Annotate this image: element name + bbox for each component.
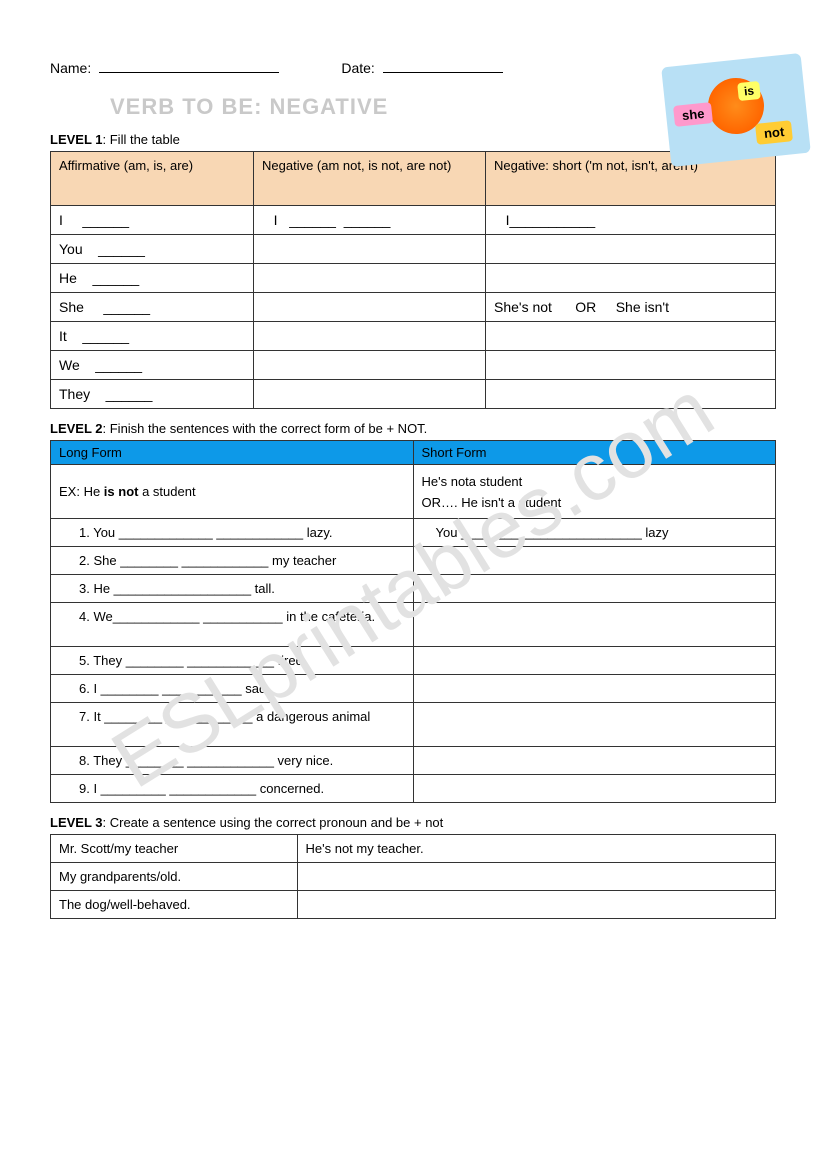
table-row: 8. They ________ ____________ very nice. [51,747,776,775]
table-cell[interactable]: I ______ ______ [254,206,486,235]
table-row: 5. They ________ ____________ tired [51,647,776,675]
answer-cell[interactable] [297,891,776,919]
sentence-cell-left[interactable]: 7. It ________ ____________ a dangerous … [51,703,414,747]
level1-table: Affirmative (am, is, are) Negative (am n… [50,151,776,409]
name-label: Name: [50,60,91,76]
table-row: I ______ I ______ ______ I___________ [51,206,776,235]
sentence-cell-left[interactable]: 4. We____________ ___________ in the caf… [51,603,414,647]
sentence-cell-right[interactable] [413,647,776,675]
table-cell[interactable] [486,264,776,293]
sentence-cell-right[interactable] [413,703,776,747]
date-blank[interactable] [383,72,503,73]
answer-cell[interactable]: He's not my teacher. [297,835,776,863]
badge-is: is [737,81,761,101]
prompt-cell: Mr. Scott/my teacher [51,835,298,863]
table-row: You ______ [51,235,776,264]
table-cell[interactable]: He ______ [51,264,254,293]
table-row: 7. It ________ ____________ a dangerous … [51,703,776,747]
table-row: We ______ [51,351,776,380]
sentence-cell-right[interactable] [413,675,776,703]
col-header-negative: Negative (am not, is not, are not) [254,152,486,206]
table-row: He ______ [51,264,776,293]
table-row: The dog/well-behaved. [51,891,776,919]
table-cell[interactable]: I ______ [51,206,254,235]
sentence-cell-left[interactable]: 3. He ___________________ tall. [51,575,414,603]
example-right: He's nota student OR…. He isn't a studen… [413,465,776,519]
sentence-cell-left[interactable]: 6. I ________ ___________ sad [51,675,414,703]
table-cell[interactable] [254,264,486,293]
level2-label: LEVEL 2: Finish the sentences with the c… [50,421,776,436]
table-cell[interactable] [486,322,776,351]
table-cell[interactable] [486,235,776,264]
example-left: EX: He is not a student [51,465,414,519]
sentence-cell-right[interactable] [413,603,776,647]
table-cell[interactable] [254,351,486,380]
sentence-cell-right[interactable] [413,775,776,803]
table-cell[interactable]: We ______ [51,351,254,380]
table-row: 9. I _________ ____________ concerned. [51,775,776,803]
prompt-cell: My grandparents/old. [51,863,298,891]
sentence-cell-left[interactable]: 8. They ________ ____________ very nice. [51,747,414,775]
table-row: 2. She ________ ____________ my teacher [51,547,776,575]
table-cell[interactable]: They ______ [51,380,254,409]
prompt-cell: The dog/well-behaved. [51,891,298,919]
col-header-short-form: Short Form [413,441,776,465]
table-header-row: Long Form Short Form [51,441,776,465]
level3-table: Mr. Scott/my teacherHe's not my teacher.… [50,834,776,919]
table-cell[interactable]: You ______ [51,235,254,264]
table-cell[interactable]: She's not OR She isn't [486,293,776,322]
sentence-cell-left[interactable]: 2. She ________ ____________ my teacher [51,547,414,575]
badge-she: she [673,102,713,127]
example-row: EX: He is not a student He's nota studen… [51,465,776,519]
sticker-graphic: she is not [666,60,806,160]
sentence-cell-left[interactable]: 5. They ________ ____________ tired [51,647,414,675]
table-row: She ______ She's not OR She isn't [51,293,776,322]
sentence-cell-right[interactable] [413,575,776,603]
table-cell[interactable] [254,293,486,322]
table-cell[interactable] [486,380,776,409]
sentence-cell-right[interactable] [413,547,776,575]
table-cell[interactable] [254,322,486,351]
table-row: Mr. Scott/my teacherHe's not my teacher. [51,835,776,863]
table-row: They ______ [51,380,776,409]
level2-table: Long Form Short Form EX: He is not a stu… [50,440,776,803]
table-cell[interactable] [254,235,486,264]
sentence-cell-left[interactable]: 9. I _________ ____________ concerned. [51,775,414,803]
table-row: 1. You _____________ ____________ lazy.Y… [51,519,776,547]
table-row: It ______ [51,322,776,351]
col-header-long-form: Long Form [51,441,414,465]
table-cell[interactable]: I___________ [486,206,776,235]
sentence-cell-left[interactable]: 1. You _____________ ____________ lazy. [51,519,414,547]
answer-cell[interactable] [297,863,776,891]
table-row: 3. He ___________________ tall. [51,575,776,603]
col-header-affirmative: Affirmative (am, is, are) [51,152,254,206]
level3-label: LEVEL 3: Create a sentence using the cor… [50,815,776,830]
table-cell[interactable]: It ______ [51,322,254,351]
table-cell[interactable] [254,380,486,409]
table-row: 6. I ________ ___________ sad [51,675,776,703]
date-label: Date: [341,60,374,76]
sentence-cell-right[interactable] [413,747,776,775]
table-row: My grandparents/old. [51,863,776,891]
badge-not: not [755,120,793,145]
table-cell[interactable] [486,351,776,380]
table-cell[interactable]: She ______ [51,293,254,322]
table-row: 4. We____________ ___________ in the caf… [51,603,776,647]
name-blank[interactable] [99,72,279,73]
sentence-cell-right[interactable]: You _________________________ lazy [413,519,776,547]
